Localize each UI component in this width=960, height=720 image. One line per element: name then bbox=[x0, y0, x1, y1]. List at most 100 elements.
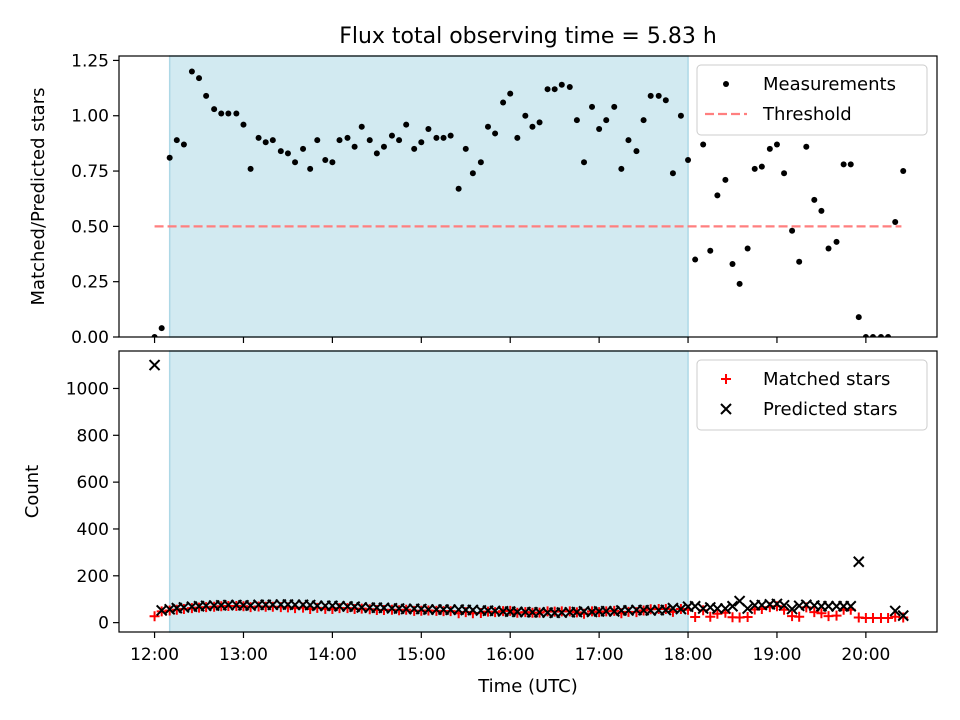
predicted-stars-point bbox=[660, 604, 672, 616]
measurement-point bbox=[373, 150, 380, 157]
measurement-point bbox=[255, 134, 262, 141]
measurement-point bbox=[447, 132, 454, 139]
measurement-point bbox=[477, 159, 484, 166]
measurement-point bbox=[314, 137, 321, 144]
matched-stars-point bbox=[149, 611, 160, 622]
measurement-point bbox=[589, 103, 596, 110]
matched-stars-point bbox=[690, 612, 701, 623]
measurement-point bbox=[611, 103, 618, 110]
measurement-point bbox=[492, 130, 499, 137]
y-tick-label: 0 bbox=[98, 614, 109, 634]
measurement-point bbox=[500, 99, 507, 106]
measurement-point bbox=[292, 159, 299, 166]
measurement-point bbox=[796, 258, 803, 265]
measurement-point bbox=[173, 137, 180, 144]
measurement-point bbox=[277, 148, 284, 155]
plot-data bbox=[151, 68, 907, 337]
measurement-point bbox=[158, 325, 165, 332]
measurement-point bbox=[262, 139, 269, 146]
x-tick-label: 13:00 bbox=[219, 645, 268, 665]
predicted-stars-point bbox=[778, 599, 790, 612]
measurement-point bbox=[507, 90, 514, 97]
predicted-stars-point bbox=[148, 359, 161, 371]
legend: Measurements Threshold bbox=[696, 64, 928, 136]
measurement-point bbox=[700, 141, 707, 148]
y-tick-label: 1.00 bbox=[71, 107, 109, 127]
measurement-point bbox=[707, 247, 714, 254]
measurement-point bbox=[840, 161, 847, 168]
measurement-point bbox=[218, 110, 225, 117]
legend-box bbox=[696, 64, 928, 136]
measurement-point bbox=[877, 334, 884, 337]
measurement-point bbox=[811, 196, 818, 203]
measurement-point bbox=[900, 168, 907, 175]
measurement-point bbox=[240, 121, 247, 128]
legend-label: Threshold bbox=[762, 104, 852, 125]
matched-stars-point bbox=[831, 610, 842, 621]
measurement-point bbox=[380, 143, 387, 150]
y-tick-label: 1.25 bbox=[71, 51, 109, 71]
measurement-point bbox=[847, 161, 854, 168]
measurement-point bbox=[366, 137, 373, 144]
measurement-point bbox=[307, 165, 314, 172]
measurement-point bbox=[551, 86, 558, 93]
x-tick-label: 19:00 bbox=[752, 645, 801, 665]
measurement-point bbox=[573, 117, 580, 124]
measurement-point bbox=[633, 148, 640, 155]
measurement-point bbox=[751, 165, 758, 172]
measurement-point bbox=[514, 134, 521, 141]
measurement-point bbox=[625, 137, 632, 144]
x-tick-label: 17:00 bbox=[575, 645, 624, 665]
predicted-stars-point bbox=[845, 600, 857, 612]
x-axis-label: Time (UTC) bbox=[477, 676, 578, 697]
measurement-point bbox=[233, 110, 240, 117]
measurement-point bbox=[677, 112, 684, 119]
matched-stars-point bbox=[794, 611, 805, 622]
predicted-stars-point bbox=[897, 609, 909, 622]
legend-box bbox=[696, 359, 928, 431]
x-tick-label: 16:00 bbox=[486, 645, 535, 665]
measurement-point bbox=[351, 143, 358, 150]
legend-label: Measurements bbox=[763, 74, 896, 95]
measurement-point bbox=[484, 123, 491, 130]
measurement-point bbox=[603, 117, 610, 124]
y-tick-label: 0.50 bbox=[71, 217, 109, 237]
measurement-point bbox=[596, 126, 603, 133]
measurement-point bbox=[188, 68, 195, 75]
measurement-point bbox=[766, 145, 773, 152]
measurement-point bbox=[692, 256, 699, 263]
measurement-point bbox=[647, 92, 654, 99]
legend-label: Matched stars bbox=[763, 369, 890, 390]
measurement-point bbox=[685, 156, 692, 163]
x-tick-label: 12:00 bbox=[130, 645, 179, 665]
plot-data bbox=[148, 359, 909, 623]
x-tick-label: 15:00 bbox=[397, 645, 446, 665]
measurement-point bbox=[462, 145, 469, 152]
legend-marker-x bbox=[720, 403, 732, 415]
x-tick-label: 14:00 bbox=[308, 645, 357, 665]
axes-frame bbox=[118, 350, 938, 633]
measurement-point bbox=[196, 75, 203, 82]
matched-stars-point bbox=[816, 608, 827, 619]
measurement-point bbox=[566, 83, 573, 90]
y-tick-label: 0.25 bbox=[71, 273, 109, 293]
legend: Matched stars Predicted stars bbox=[696, 359, 928, 431]
measurement-point bbox=[640, 117, 647, 124]
observing-window-span bbox=[168, 350, 689, 633]
measurement-point bbox=[284, 150, 291, 157]
measurement-point bbox=[300, 145, 307, 152]
predicted-stars-point bbox=[889, 605, 901, 617]
measurement-point bbox=[418, 139, 425, 146]
measurement-point bbox=[781, 170, 788, 177]
measurement-point bbox=[885, 334, 892, 337]
measurement-point bbox=[388, 132, 395, 139]
measurement-point bbox=[269, 137, 276, 144]
y-tick-label: 800 bbox=[77, 426, 109, 446]
x-tick-label: 20:00 bbox=[841, 645, 890, 665]
measurement-point bbox=[469, 170, 476, 177]
measurement-point bbox=[773, 141, 780, 148]
y-tick-label: 600 bbox=[77, 473, 109, 493]
x-tick-label: 18:00 bbox=[664, 645, 713, 665]
measurement-point bbox=[544, 86, 551, 93]
measurement-point bbox=[440, 134, 447, 141]
